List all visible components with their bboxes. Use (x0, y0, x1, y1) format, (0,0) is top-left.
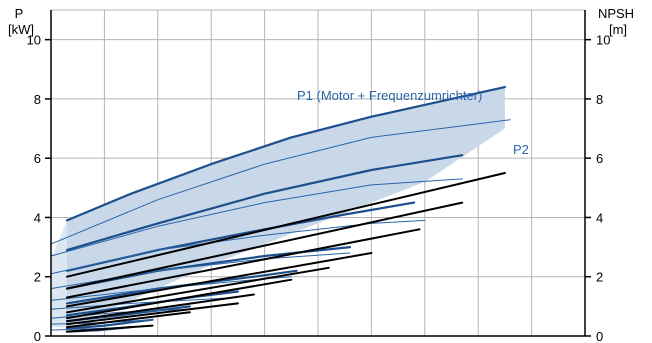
left-tick-label: 8 (34, 92, 41, 107)
npsh-curve (66, 201, 464, 290)
p2-curve (50, 219, 426, 275)
p2-curve-label: P2 (513, 142, 529, 157)
right-tick-label: 6 (596, 151, 603, 166)
left-tick-label: 10 (27, 33, 41, 48)
npsh-curve (66, 228, 421, 299)
npsh-curve (66, 324, 154, 333)
right-tick-label: 8 (596, 92, 603, 107)
p1-curve (65, 154, 464, 252)
npsh-curve (66, 302, 239, 326)
p1-curve (65, 318, 154, 330)
right-tick-label: 0 (596, 329, 603, 343)
p2-curve (50, 178, 463, 257)
left-tick-label: 0 (34, 329, 41, 343)
right-tick-label: 2 (596, 270, 603, 285)
npsh-curve (66, 252, 373, 308)
right-tick-label: 4 (596, 210, 603, 225)
p2-curve (50, 119, 511, 245)
operating-range-area (51, 87, 505, 328)
npsh-curve (66, 293, 255, 323)
p1-curve (65, 85, 506, 222)
left-axis-label-p: P (15, 6, 24, 21)
left-axis-label-unit: [kW] (8, 22, 34, 37)
curve-lines (50, 85, 511, 333)
axes: 0 2 4 6 8 10 0 2 4 6 8 10 (27, 10, 610, 343)
npsh-curve (66, 278, 293, 320)
right-axis-label-npsh: NPSH (598, 6, 634, 21)
right-tick-label: 10 (596, 33, 610, 48)
npsh-curve (66, 311, 191, 329)
npsh-curve (66, 172, 506, 278)
left-tick-label: 6 (34, 151, 41, 166)
p1-curve-label: P1 (Motor + Frequenzumrichter) (297, 88, 482, 103)
npsh-curve (66, 266, 330, 314)
left-tick-label: 4 (34, 210, 41, 225)
left-tick-label: 2 (34, 270, 41, 285)
operating-range-areas (51, 87, 505, 328)
right-axis-label-unit: [m] (609, 22, 627, 37)
